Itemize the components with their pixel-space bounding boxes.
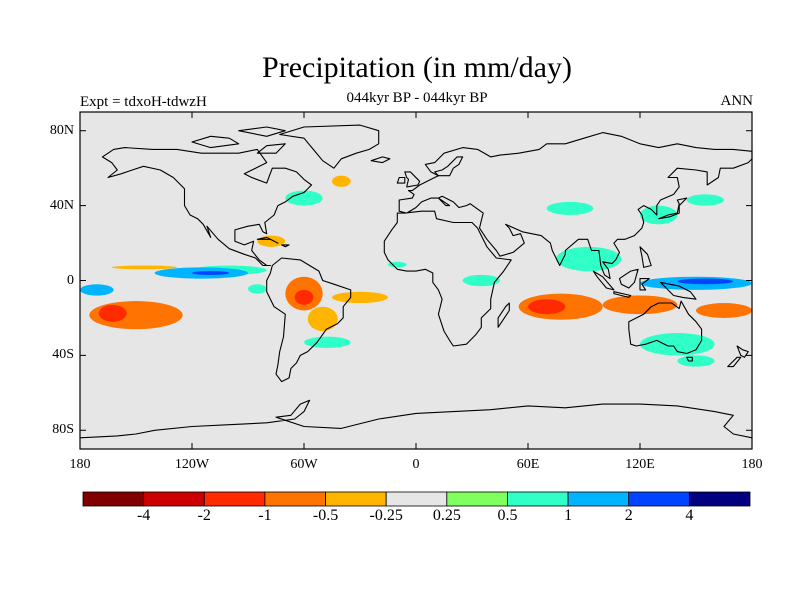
- coast-arctic-islands: [191, 126, 286, 154]
- coast-iceland: [370, 156, 391, 164]
- chart-subtitle: 044kyr BP - 044kyr BP: [346, 90, 488, 106]
- y-tick-label-4: 80S: [52, 422, 74, 438]
- coast-north-america: [101, 147, 313, 267]
- x-tick-label-5: 120E: [625, 457, 655, 472]
- colorbar-label-8: 2: [624, 507, 633, 524]
- y-tick-label-2: 0: [67, 272, 74, 288]
- y-tick-label-1: 40N: [49, 197, 74, 213]
- coast-south-america: [266, 257, 352, 383]
- x-tick-label-4: 60E: [516, 457, 540, 472]
- colorbar-label-6: 0.5: [497, 507, 518, 524]
- anomaly-region-27: [546, 201, 594, 215]
- anomaly-region-15: [331, 175, 351, 187]
- anomaly-region-5: [192, 271, 230, 275]
- colorbar-label-3: -0.5: [312, 507, 339, 524]
- anomaly-region-11: [307, 306, 338, 332]
- anomaly-region-2: [98, 304, 127, 322]
- x-tick-label-0: 180: [69, 457, 91, 472]
- anomaly-layer: [80, 175, 752, 367]
- coast-southeast-asia-islands: [592, 246, 697, 300]
- x-tick-label-6: 180: [741, 457, 763, 472]
- colorbar-swatch-8: [567, 491, 630, 507]
- colorbar-label-9: 4: [685, 507, 694, 524]
- colorbar-label-4: -0.25: [369, 507, 403, 524]
- colorbar-swatch-7: [507, 491, 569, 507]
- y-tick-label-3: 40S: [52, 347, 74, 363]
- colorbar-label-1: -2: [197, 507, 211, 524]
- anomaly-region-7: [247, 284, 267, 294]
- colorbar-label-7: 1: [564, 507, 573, 524]
- anomaly-region-14: [285, 190, 323, 206]
- season-label: ANN: [720, 93, 754, 109]
- colorbar-swatch-3: [264, 491, 326, 507]
- coastlines: [79, 124, 753, 439]
- colorbar-label-2: -1: [258, 507, 272, 524]
- colorbar-swatch-10: [688, 491, 751, 507]
- coast-scandinavia: [434, 156, 464, 177]
- colorbar-swatch-4: [325, 491, 387, 507]
- coast-antarctica: [79, 399, 753, 439]
- anomaly-region-9: [294, 289, 314, 305]
- colorbar-label-5: 0.25: [432, 507, 461, 524]
- coast-greenland: [279, 124, 380, 169]
- colorbar-swatch-5: [385, 491, 448, 507]
- colorbar-label-0: -4: [136, 507, 151, 524]
- coast-eurasia-africa: [383, 132, 753, 347]
- anomaly-region-0: [111, 265, 178, 270]
- anomaly-region-13: [257, 235, 286, 247]
- anomaly-region-12: [303, 336, 351, 348]
- coast-caribbean: [256, 236, 290, 248]
- y-tick-label-0: 80N: [49, 122, 74, 138]
- coast-madagascar: [497, 302, 510, 328]
- anomaly-region-25: [640, 205, 678, 225]
- anomaly-region-17: [462, 274, 500, 287]
- coast-japan: [658, 197, 688, 220]
- anomaly-region-6: [80, 284, 114, 296]
- colorbar-swatch-0: [82, 491, 145, 507]
- colorbar-swatch-9: [628, 491, 690, 507]
- experiment-label: Expt = tdxoH-tdwzH: [80, 94, 207, 110]
- anomaly-region-19: [528, 299, 566, 315]
- coast-new-zealand: [727, 345, 749, 368]
- anomaly-region-21: [696, 303, 752, 318]
- anomaly-region-20: [602, 295, 678, 315]
- colorbar: [82, 491, 751, 507]
- anomaly-region-16: [387, 261, 407, 268]
- chart-title: Precipitation (in mm/day): [262, 51, 572, 84]
- anomaly-region-29: [677, 355, 715, 367]
- x-tick-label-1: 120W: [174, 457, 210, 472]
- colorbar-swatch-2: [203, 491, 266, 507]
- coast-australia: [628, 300, 703, 362]
- colorbar-swatch-1: [143, 491, 205, 507]
- x-tick-label-3: 0: [412, 457, 420, 472]
- x-tick-label-2: 60W: [290, 457, 318, 472]
- anomaly-region-10: [332, 291, 388, 304]
- anomaly-region-26: [686, 194, 724, 206]
- coast-britain: [396, 171, 421, 188]
- colorbar-swatch-6: [446, 491, 508, 507]
- anomaly-region-23: [677, 278, 734, 285]
- axis-ticks: [79, 112, 753, 449]
